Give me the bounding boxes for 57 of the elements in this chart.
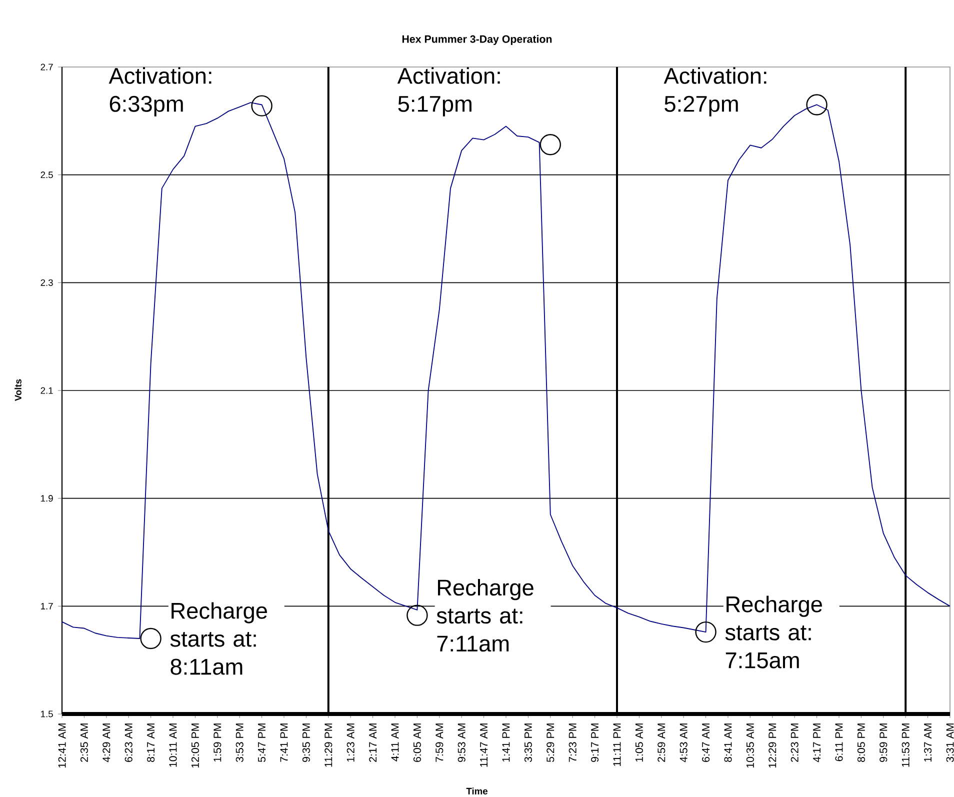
- x-axis-title: Time: [466, 788, 488, 794]
- x-tick-label: 8:41 AM: [724, 724, 732, 762]
- chart-title: Hex Pummer 3-Day Operation: [402, 35, 552, 45]
- annotation: Activation: 6:33pm: [108, 67, 212, 116]
- x-tick-label: 3:53 PM: [236, 724, 244, 762]
- x-tick-label: 1:37 AM: [924, 724, 932, 762]
- x-tick-label: 9:59 PM: [880, 724, 888, 762]
- y-tick-label: 2.3: [40, 279, 53, 286]
- x-tick-label: 1:23 AM: [346, 724, 354, 762]
- x-tick-label: 11:47 AM: [480, 724, 488, 767]
- annotation: Recharge starts at: 7:15am: [725, 596, 822, 668]
- y-tick-label: 2.1: [40, 387, 53, 394]
- x-tick-label: 9:17 PM: [591, 724, 599, 762]
- x-tick-label: 9:53 AM: [458, 724, 466, 762]
- y-tick-label: 1.7: [41, 602, 53, 610]
- x-tick-label: 4:29 AM: [102, 724, 110, 762]
- x-tick-label: 1:05 AM: [635, 724, 643, 762]
- x-tick-label: 8:17 AM: [147, 724, 155, 762]
- x-tick-label: 10:11 AM: [169, 724, 177, 767]
- x-tick-label: 2:35 AM: [80, 724, 88, 762]
- annotation: Activation: 5:17pm: [397, 67, 500, 116]
- annotation: Recharge starts at: 8:11am: [170, 602, 267, 675]
- y-tick-label: 1.9: [41, 495, 53, 502]
- x-tick-label: 2:59 AM: [658, 724, 666, 762]
- x-tick-label: 8:05 PM: [857, 724, 865, 762]
- x-tick-label: 6:11 PM: [835, 724, 843, 762]
- x-tick-label: 12:41 AM: [58, 724, 66, 768]
- x-tick-label: 12:05 PM: [191, 724, 199, 768]
- x-tick-label: 2:23 PM: [790, 724, 798, 762]
- x-tick-label: 3:35 PM: [524, 724, 532, 762]
- x-tick-label: 4:53 AM: [680, 724, 688, 762]
- x-tick-label: 5:47 PM: [258, 724, 266, 762]
- x-tick-label: 4:11 AM: [391, 724, 399, 762]
- x-tick-label: 6:05 AM: [413, 724, 421, 762]
- annotation: Recharge starts at: 7:11am: [436, 579, 534, 652]
- x-tick-label: 5:29 PM: [546, 724, 554, 762]
- x-tick-label: 1:59 PM: [214, 724, 222, 762]
- x-tick-label: 4:17 PM: [813, 724, 820, 762]
- x-tick-label: 9:35 PM: [302, 724, 310, 762]
- x-tick-label: 12:29 PM: [768, 724, 776, 768]
- y-tick-label: 1.5: [41, 710, 53, 718]
- x-tick-label: 3:31 AM: [946, 724, 954, 762]
- x-tick-label: 7:41 PM: [280, 724, 288, 762]
- x-tick-label: 7:59 AM: [436, 724, 444, 762]
- x-tick-label: 11:29 PM: [324, 724, 332, 767]
- y-axis-title: Volts: [14, 379, 22, 401]
- x-tick-label: 11:11 PM: [613, 724, 621, 766]
- annotation: Activation: 5:27pm: [664, 67, 766, 116]
- x-tick-label: 7:23 PM: [568, 724, 576, 762]
- y-tick-label: 2.7: [40, 64, 53, 70]
- x-tick-label: 6:47 AM: [702, 724, 710, 762]
- x-tick-label: 2:17 AM: [369, 724, 377, 762]
- x-tick-label: 1:41 PM: [502, 724, 510, 762]
- x-tick-label: 11:53 PM: [902, 724, 910, 767]
- x-tick-label: 6:23 AM: [124, 724, 132, 762]
- x-tick-label: 10:35 AM: [746, 724, 754, 768]
- y-tick-label: 2.5: [40, 172, 53, 178]
